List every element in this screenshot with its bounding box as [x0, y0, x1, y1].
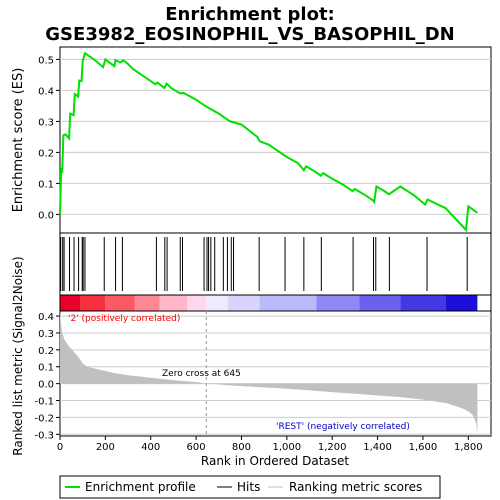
chart-title-line2: GSE3982_EOSINOPHIL_VS_BASOPHIL_DN	[45, 24, 454, 45]
legend: Enrichment profile Hits Ranking metric s…	[59, 475, 441, 499]
rank-metric-panel: -0.3 -0.2 -0.1 0.0 0.1 0.2 0.3 0.4 0 200 400 600 80…	[11, 256, 492, 468]
x-tick-label: 1,000	[273, 442, 302, 453]
x-tick-label: 1,800	[454, 442, 483, 453]
rank-band-segment	[134, 295, 160, 311]
es-y-tick-label: 0.2	[38, 148, 54, 159]
x-tick-label: 600	[187, 442, 206, 453]
es-y-tick-label: 0.0	[38, 210, 54, 221]
es-y-tick-label: 0.3	[38, 117, 54, 128]
rank-band-segment	[60, 295, 81, 311]
rank-band-segment	[80, 295, 106, 311]
rank-y-tick-label: 0.4	[38, 312, 54, 323]
rank-y-axis-label: Ranked list metric (Signal2Noise)	[11, 256, 25, 455]
zero-cross-label: Zero cross at 645	[162, 369, 241, 379]
es-y-axis-label: Enrichment score (ES)	[11, 68, 26, 213]
x-axis-label: Rank in Ordered Dataset	[201, 454, 349, 468]
rank-y-tick-label: 0.2	[38, 346, 54, 357]
x-tick-label: 0	[57, 442, 63, 453]
x-tick-label: 200	[96, 442, 115, 453]
x-tick-label: 1,200	[318, 442, 347, 453]
rank-band-segment	[227, 295, 260, 311]
rank-y-tick-label: -0.3	[34, 430, 54, 441]
hits-panel-frame	[59, 232, 492, 296]
positive-correlation-label: '2' (positively correlated)	[68, 314, 180, 324]
es-y-tick-label: 0.4	[38, 86, 54, 97]
es-y-tick-label: 0.5	[38, 55, 54, 66]
legend-frame	[59, 475, 441, 499]
rank-band-segment	[359, 295, 401, 311]
rank-band-segment	[187, 295, 207, 311]
x-ticks: 0 200 400 600 800 1,000 1,200 1,400 1,600 1,800	[57, 436, 483, 453]
x-tick-label: 400	[141, 442, 160, 453]
rank-y-tick-label: 0.1	[38, 363, 54, 374]
x-tick-label: 1,600	[409, 442, 438, 453]
negative-correlation-label: 'REST' (negatively correlated)	[276, 422, 410, 432]
rank-y-tick-label: 0.0	[38, 380, 54, 391]
chart-title-line1: Enrichment plot:	[165, 4, 335, 25]
rank-band-segment	[400, 295, 446, 311]
rank-color-band	[60, 295, 478, 311]
rank-band-segment	[105, 295, 135, 311]
rank-y-tick-label: 0.3	[38, 329, 54, 340]
legend-hits-label: Hits	[237, 480, 260, 494]
rank-y-tick-label: -0.2	[34, 413, 54, 424]
rank-band-segment	[206, 295, 228, 311]
x-tick-label: 800	[232, 442, 251, 453]
rank-panel-frame	[59, 310, 492, 437]
rank-band-segment	[259, 295, 317, 311]
es-y-tick-label: 0.1	[38, 179, 54, 190]
hits-panel	[59, 232, 492, 296]
es-panel: 0.0 0.1 0.2 0.3 0.4 0.5 Enrichment score (ES)	[11, 46, 492, 234]
rank-band-panel	[59, 294, 492, 312]
legend-profile-label: Enrichment profile	[85, 480, 196, 494]
rank-band-segment	[316, 295, 360, 311]
rank-band-segment	[159, 295, 188, 311]
rank-y-ticks: -0.3 -0.2 -0.1 0.0 0.1 0.2 0.3 0.4	[34, 312, 60, 441]
x-tick-label: 1,400	[363, 442, 392, 453]
es-panel-frame	[59, 46, 492, 234]
rank-band-segment	[445, 295, 478, 311]
legend-metric-label: Ranking metric scores	[289, 480, 422, 494]
enrichment-profile-line	[59, 51, 478, 233]
rank-y-tick-label: -0.1	[34, 397, 54, 408]
es-y-ticks: 0.0 0.1 0.2 0.3 0.4 0.5	[38, 55, 60, 221]
es-gridlines	[60, 58, 491, 215]
hit-markers	[60, 237, 468, 291]
